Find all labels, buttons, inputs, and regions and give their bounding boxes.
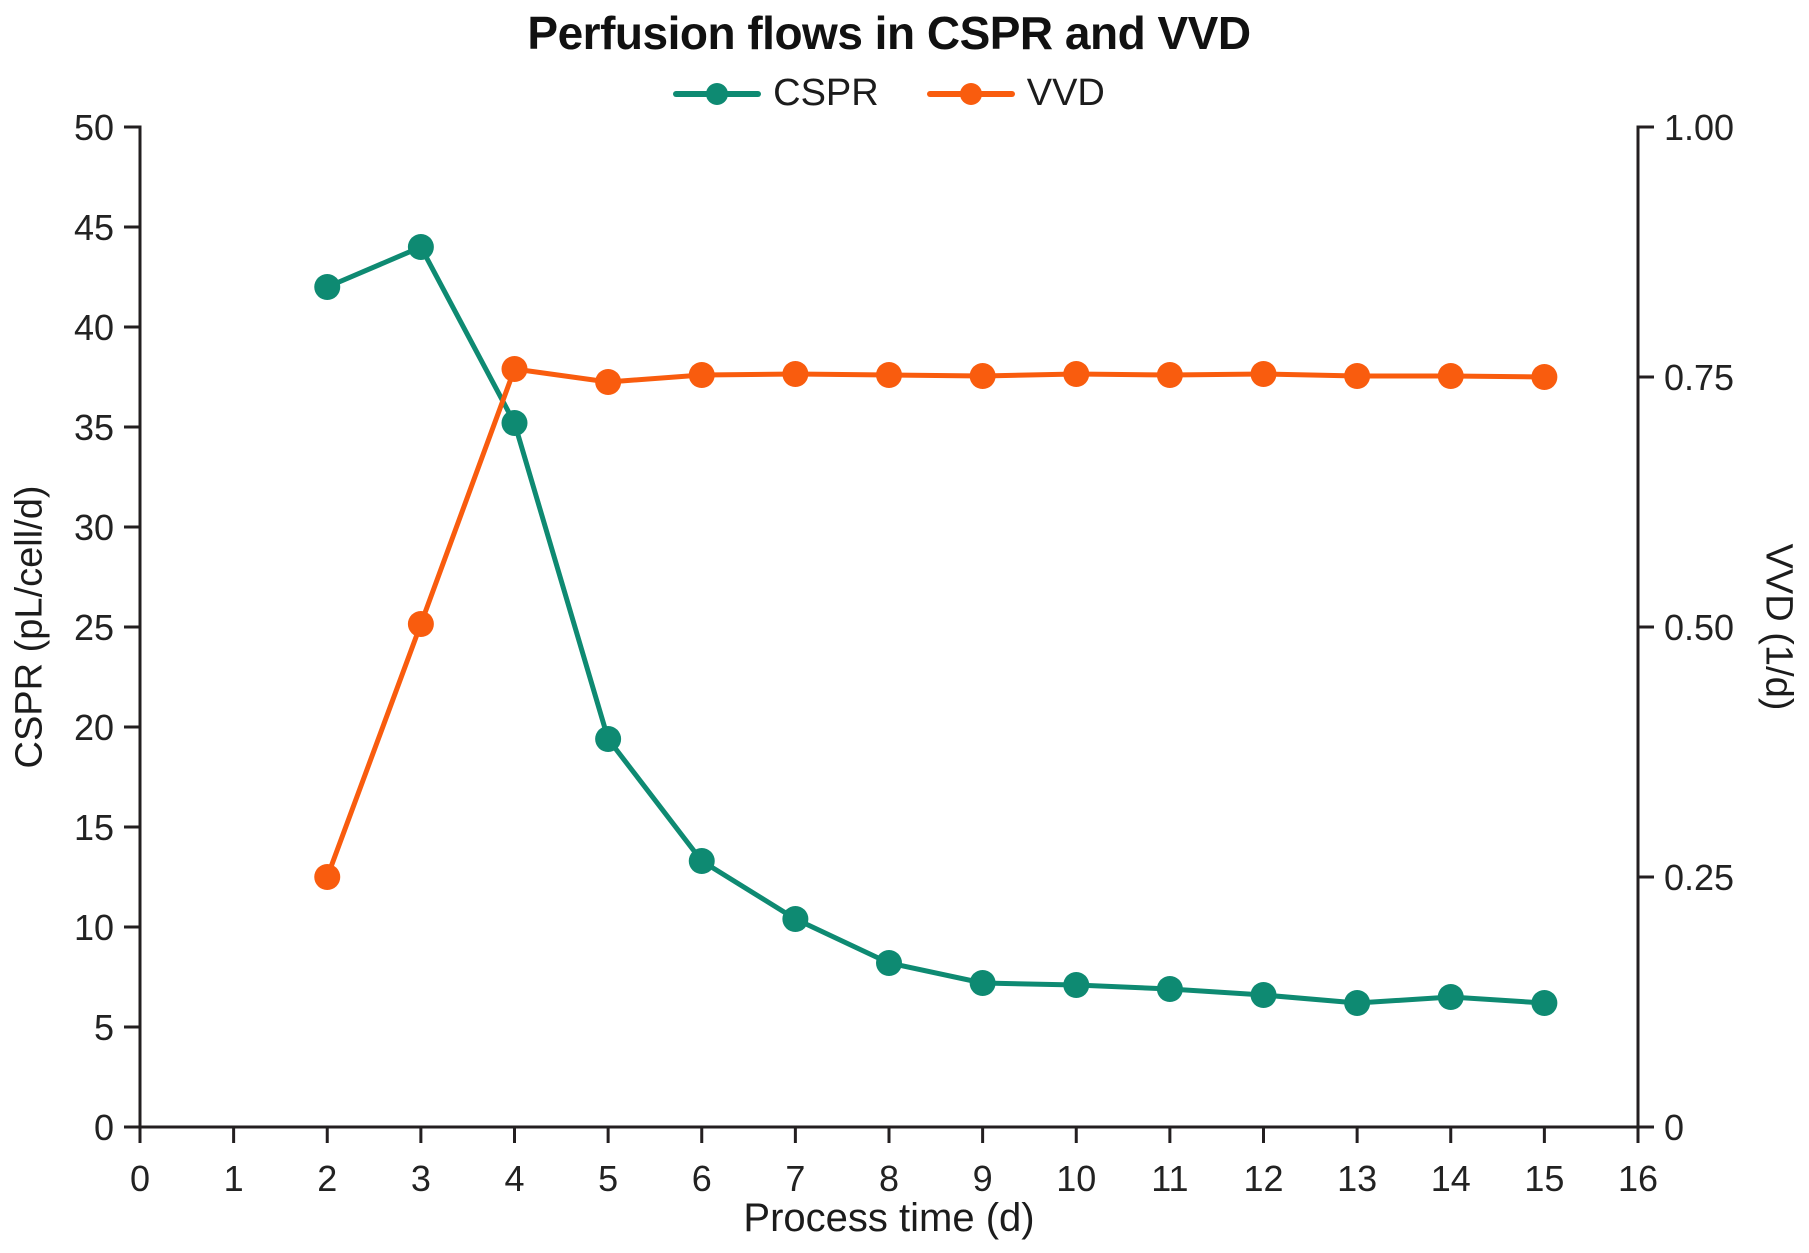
left-axis-tick-label: 10 xyxy=(74,907,114,948)
x-axis-tick-label: 13 xyxy=(1337,1158,1377,1199)
legend: CSPR VVD xyxy=(140,72,1638,115)
vvd-series-line xyxy=(324,366,1547,880)
chart-title: Perfusion flows in CSPR and VVD xyxy=(527,7,1251,59)
x-axis-tick-label: 7 xyxy=(785,1158,805,1199)
left-axis-tick-label: 45 xyxy=(74,207,114,248)
cspr-data-point xyxy=(501,410,528,436)
legend-label-vvd: VVD xyxy=(1026,72,1105,114)
vvd-data-point xyxy=(1531,364,1558,390)
cspr-series-line xyxy=(324,244,1547,1006)
cspr-data-point xyxy=(969,970,996,996)
cspr-data-point xyxy=(782,906,809,932)
x-axis-title: Process time (d) xyxy=(743,1196,1035,1240)
x-axis-tick-label: 4 xyxy=(504,1158,524,1199)
vvd-data-point xyxy=(595,369,622,395)
x-axis-tick-label: 12 xyxy=(1243,1158,1283,1199)
cspr-data-point xyxy=(1344,990,1371,1016)
vvd-data-point xyxy=(1437,363,1464,389)
x-axis-tick-label: 0 xyxy=(130,1158,150,1199)
left-axis-tick-label: 25 xyxy=(74,607,114,648)
right-axis-tick-label: 0.75 xyxy=(1664,357,1734,398)
left-axis-tick-label: 40 xyxy=(74,307,114,348)
vvd-data-point xyxy=(407,611,434,637)
right-axis-tick-label: 0.25 xyxy=(1664,857,1734,898)
left-axis-tick-label: 15 xyxy=(74,807,114,848)
left-axis-tick-label: 30 xyxy=(74,507,114,548)
vvd-data-point xyxy=(1250,361,1277,387)
cspr-data-point xyxy=(1250,982,1277,1008)
x-axis-tick-label: 15 xyxy=(1524,1158,1564,1199)
cspr-data-point xyxy=(1437,984,1464,1010)
x-axis-tick-label: 10 xyxy=(1056,1158,1096,1199)
legend-label-cspr: CSPR xyxy=(773,72,879,114)
vvd-legend-marker-icon xyxy=(926,82,1015,105)
vvd-data-point xyxy=(782,361,809,387)
vvd-data-point xyxy=(1063,361,1090,387)
vvd-data-point xyxy=(688,362,715,388)
x-axis-tick-label: 1 xyxy=(224,1158,244,1199)
right-axis-tick-label: 1.00 xyxy=(1664,107,1734,148)
cspr-data-point xyxy=(595,726,622,752)
cspr-data-point xyxy=(1531,990,1558,1016)
cspr-legend-dot-icon xyxy=(706,82,729,105)
right-axis-tick-label: 0.50 xyxy=(1664,607,1734,648)
vvd-data-point xyxy=(969,363,996,389)
cspr-data-point xyxy=(407,234,434,260)
x-axis-tick-label: 9 xyxy=(973,1158,993,1199)
cspr-legend-marker-icon xyxy=(673,82,762,105)
vvd-legend-dot-icon xyxy=(959,82,982,105)
vvd-data-point xyxy=(1344,363,1371,389)
x-axis-tick-label: 3 xyxy=(411,1158,431,1199)
legend-item-vvd: VVD xyxy=(926,72,1105,115)
x-axis-tick-label: 16 xyxy=(1618,1158,1658,1199)
vvd-data-point xyxy=(501,356,528,382)
left-axis-tick-label: 35 xyxy=(74,407,114,448)
x-axis-tick-label: 6 xyxy=(692,1158,712,1199)
vvd-data-point xyxy=(876,362,902,388)
cspr-data-point xyxy=(688,848,715,874)
legend-item-cspr: CSPR xyxy=(673,72,879,115)
right-axis-tick-label: 0 xyxy=(1664,1107,1684,1148)
left-axis-tick-label: 0 xyxy=(94,1107,114,1148)
cspr-data-point xyxy=(876,950,902,976)
x-axis-tick-label: 5 xyxy=(598,1158,618,1199)
x-axis-tick-label: 11 xyxy=(1151,1158,1188,1199)
cspr-data-point xyxy=(314,274,341,300)
left-axis-tick-label: 20 xyxy=(74,707,114,748)
x-axis-tick-label: 8 xyxy=(879,1158,899,1199)
cspr-data-point xyxy=(1063,972,1090,998)
vvd-data-point xyxy=(314,864,341,890)
x-axis-tick-label: 2 xyxy=(317,1158,337,1199)
left-axis-tick-label: 5 xyxy=(94,1007,114,1048)
cspr-data-point xyxy=(1156,976,1183,1002)
x-axis-tick-label: 14 xyxy=(1431,1158,1471,1199)
left-axis-tick-label: 50 xyxy=(74,107,114,148)
vvd-data-point xyxy=(1156,362,1183,388)
